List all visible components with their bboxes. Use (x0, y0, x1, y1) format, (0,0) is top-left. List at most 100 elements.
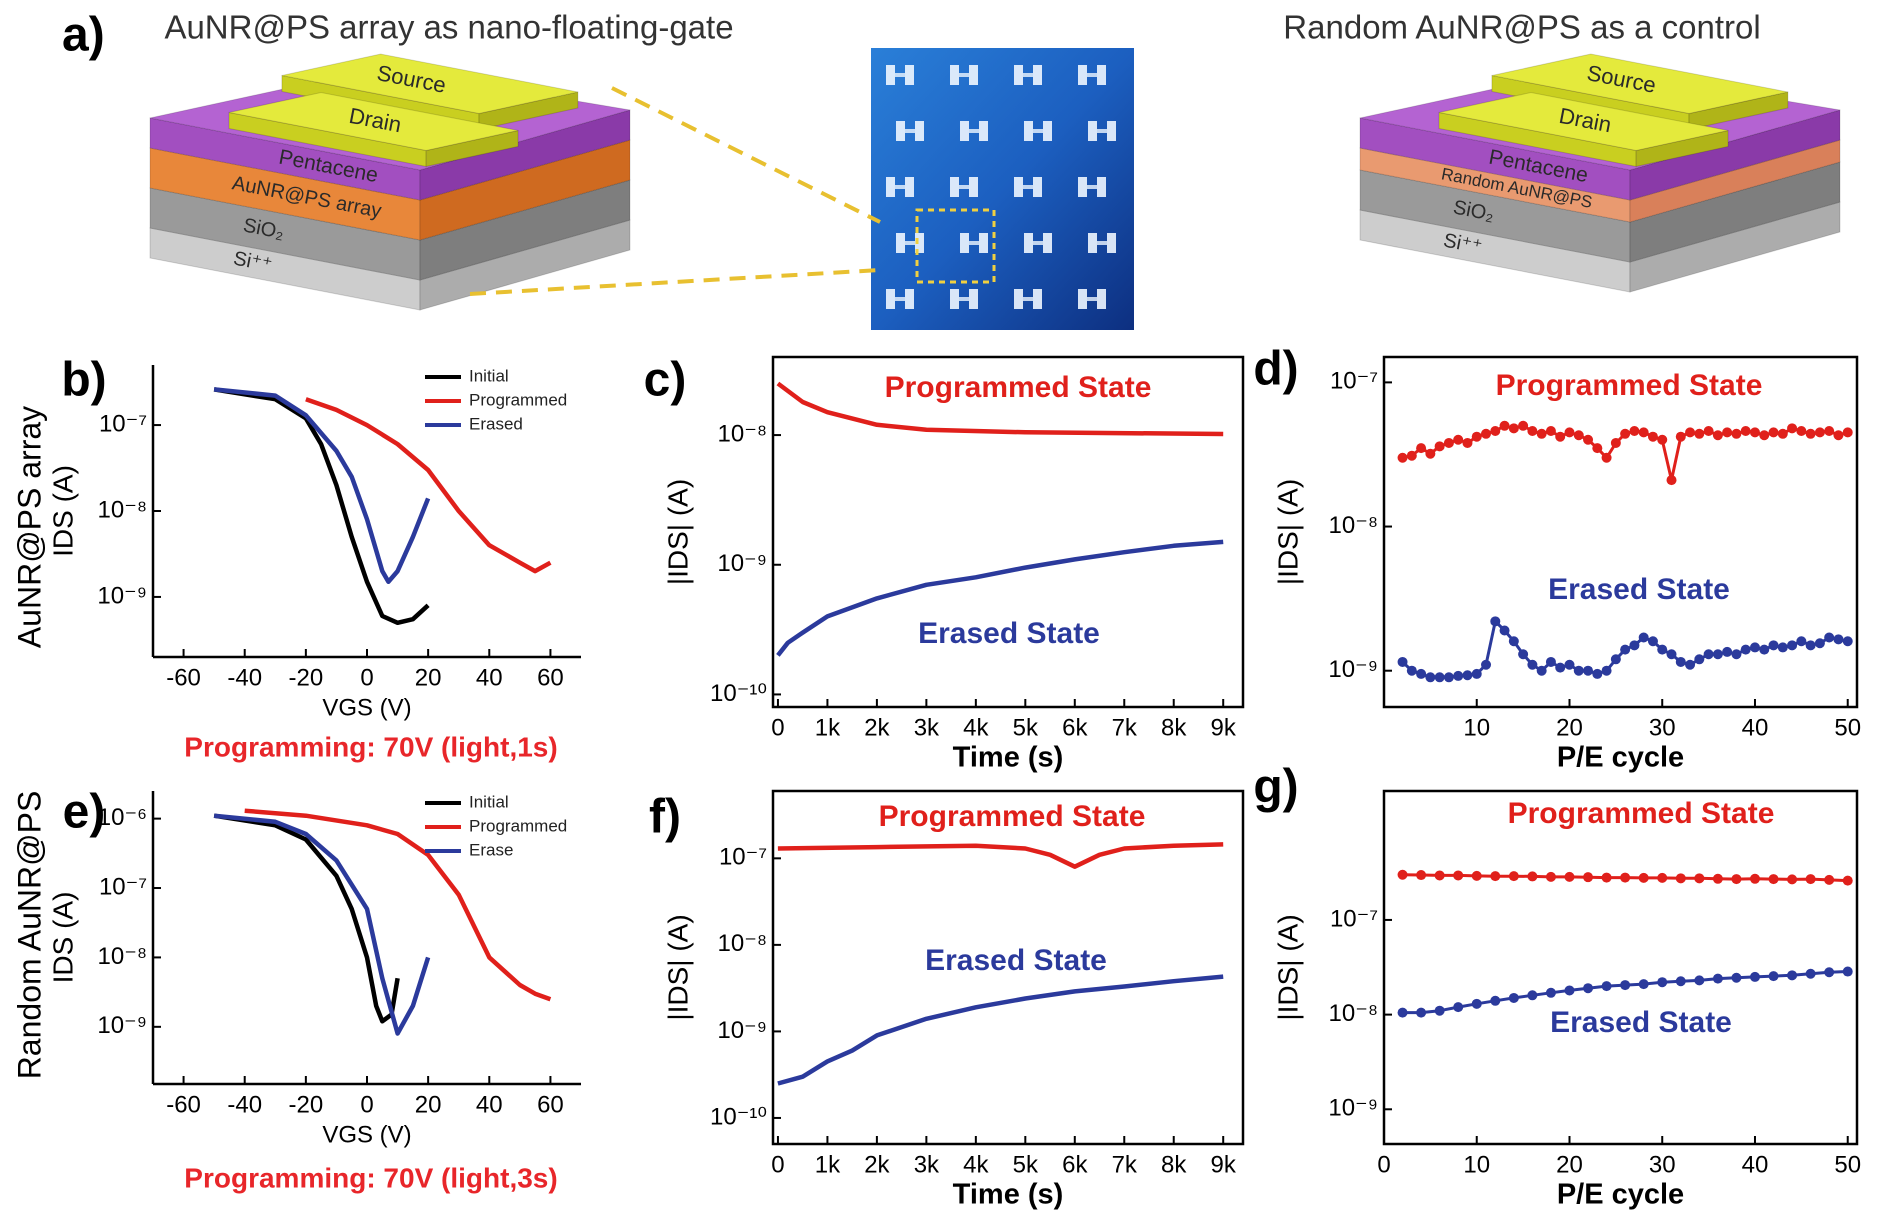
x-tick-label: 5k (1013, 1151, 1039, 1178)
x-tick-label: 40 (476, 1091, 503, 1118)
legend-label: Programmed (469, 390, 567, 409)
pattern-pad (896, 121, 905, 141)
series-marker (1453, 434, 1464, 445)
series-marker (1814, 427, 1825, 438)
series-marker (1443, 437, 1454, 448)
series-label: Programmed State (879, 800, 1146, 833)
series-marker (1425, 672, 1436, 683)
series-marker (1545, 426, 1556, 437)
x-tick-label: 0 (360, 1091, 373, 1118)
x-axis-label: P/E cycle (1557, 742, 1684, 774)
series-marker (1518, 420, 1529, 431)
x-tick-label: 20 (1556, 714, 1583, 741)
x-tick-label: 60 (537, 664, 564, 691)
series-marker (1629, 426, 1640, 437)
electrode (1491, 53, 1789, 115)
x-tick-label: 60 (537, 1091, 564, 1118)
chart: -60 -40 -20 0 20 40 60 10⁻⁹ 10⁻⁸ 10⁻⁷ 10⁻⁶ VGS (V) I… (47, 786, 581, 1193)
series-marker (1527, 871, 1538, 882)
series-marker (1712, 873, 1723, 884)
series-marker (1740, 644, 1751, 655)
series-marker (1499, 625, 1510, 636)
series-marker (1610, 654, 1621, 665)
electrode (281, 53, 579, 115)
series-marker (1601, 452, 1612, 463)
series-line (776, 381, 1224, 437)
series-marker (1666, 649, 1677, 660)
caption: Programming: 70V (light,1s) (184, 731, 557, 762)
y-tick-label: 10⁻¹⁰ (710, 1103, 767, 1130)
x-tick-label: 6k (1062, 714, 1088, 741)
series-marker (1564, 427, 1575, 438)
series-marker (1462, 670, 1473, 681)
series-marker (1397, 452, 1408, 463)
series-marker (1573, 665, 1584, 676)
series-marker (1471, 998, 1482, 1009)
pattern-pad (1088, 121, 1097, 141)
y-tick-label: 10⁻⁷ (1330, 368, 1378, 395)
series-marker (1536, 665, 1547, 676)
pattern-pad (950, 65, 959, 85)
y-tick-label: 10⁻⁶ (98, 804, 147, 831)
x-tick-label: 3k (914, 714, 940, 741)
series-marker (1508, 871, 1519, 882)
series-marker (1583, 983, 1594, 994)
series-marker (1824, 426, 1835, 437)
series-marker (1620, 980, 1631, 991)
y-axis-label: |IDS| (A) (662, 479, 693, 585)
series-marker (1527, 990, 1538, 1001)
x-tick-label: 2k (864, 1151, 890, 1178)
series-marker (1814, 638, 1825, 649)
pattern-pad (969, 177, 978, 197)
pattern-pad (1033, 289, 1042, 309)
y-tick-label: 10⁻⁹ (717, 1017, 767, 1044)
series-marker (1675, 431, 1686, 442)
series-marker (1545, 871, 1556, 882)
series-marker (1703, 649, 1714, 660)
series-line (213, 387, 431, 585)
panel-letter: d) (1253, 343, 1298, 396)
row-label: Random AuNR@PS (11, 791, 47, 1080)
series-marker (1712, 649, 1723, 660)
series-label: Erased State (1548, 573, 1730, 606)
x-tick-label: 0 (771, 1151, 784, 1178)
series-marker (1490, 871, 1501, 882)
chart: -60 -40 -20 0 20 40 60 10⁻⁹ 10⁻⁸ 10⁻⁷ VGS (V) IDS (… (47, 354, 581, 762)
y-tick-label: 10⁻⁸ (718, 420, 768, 447)
pattern-pad (1033, 65, 1042, 85)
series-marker (1490, 426, 1501, 437)
pattern-pad (915, 233, 924, 253)
series-marker (1675, 873, 1686, 884)
x-tick-label: 9k (1211, 714, 1237, 741)
pattern-pad (1024, 233, 1033, 253)
panel-letter: c) (644, 354, 687, 407)
series-marker (1471, 431, 1482, 442)
x-tick-label: 1k (815, 714, 841, 741)
row-label: AuNR@PS array (11, 406, 47, 648)
y-axis-label: IDS (A) (47, 465, 78, 557)
series-marker (1805, 968, 1816, 979)
y-tick-label: 10⁻¹⁰ (710, 680, 767, 707)
pattern-bar (1087, 73, 1097, 77)
pattern-bar (895, 185, 905, 189)
series-marker (1416, 443, 1427, 454)
pattern-bar (959, 73, 969, 77)
series-line (777, 842, 1224, 869)
series-marker (1768, 874, 1779, 885)
series-marker (1796, 426, 1807, 437)
series-marker (1397, 869, 1408, 880)
x-tick-label: -20 (289, 664, 324, 691)
series-label: Programmed State (885, 371, 1152, 404)
panel-title: AuNR@PS array as nano-floating-gate (164, 9, 733, 46)
y-tick-label: 10⁻⁸ (1329, 1000, 1379, 1027)
series-marker (1675, 976, 1686, 987)
series-marker (1620, 872, 1631, 883)
x-tick-label: 40 (1742, 1151, 1769, 1178)
series-label: Erased State (925, 944, 1107, 977)
series-marker (1434, 672, 1445, 683)
pattern-bar (969, 241, 979, 245)
series-line (213, 813, 400, 1024)
series-marker (1796, 636, 1807, 647)
